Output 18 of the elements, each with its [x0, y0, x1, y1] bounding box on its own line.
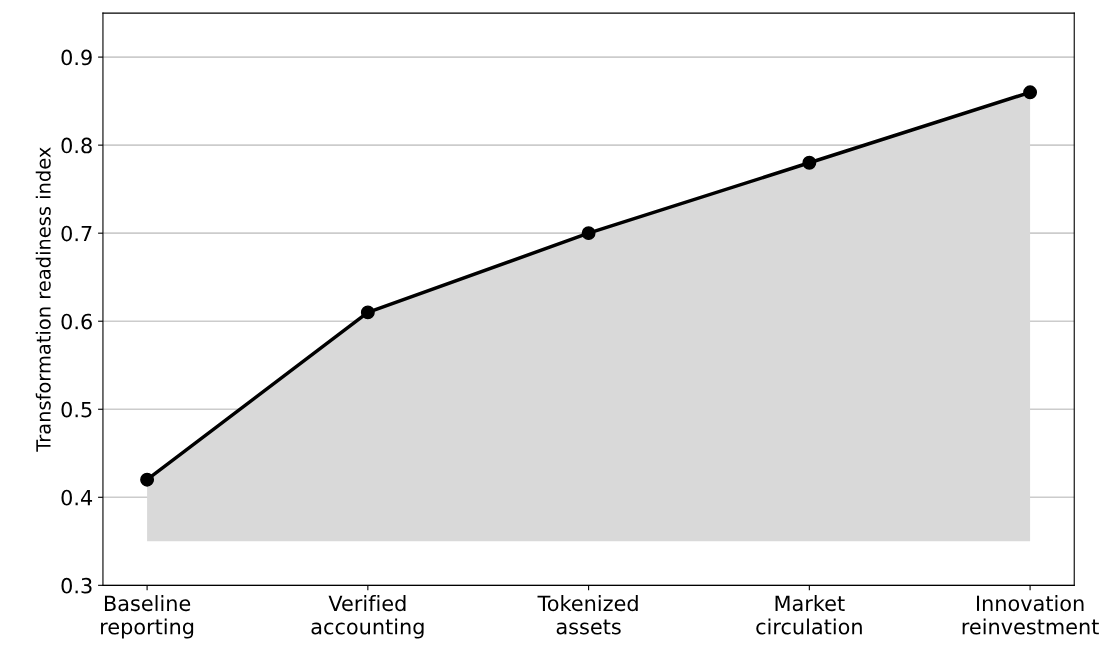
x-tick-label: Baseline reporting	[101, 595, 194, 639]
x-tick-label: Market circulation	[756, 595, 862, 635]
y-tick-label: 0.4	[61, 489, 93, 506]
point	[140, 472, 155, 487]
x-tick-label: Verified accounting	[311, 595, 424, 639]
y-tick-label: 0.9	[61, 49, 92, 66]
y-tick-label: 0.7	[61, 225, 92, 242]
y-tick-label: 0.3	[61, 577, 92, 594]
y-tick-label: 0.6	[61, 313, 92, 330]
point	[802, 155, 817, 170]
x-tick-label: Innovation reinvestment	[962, 595, 1099, 635]
point	[360, 305, 375, 320]
y-tick-label: 0.5	[61, 401, 92, 418]
point	[1023, 85, 1038, 100]
y-axis-title: Transformation readiness index	[35, 147, 51, 452]
point	[581, 226, 596, 241]
y-tick-label: 0.8	[61, 137, 92, 154]
x-tick-label: Tokenized assets	[537, 595, 638, 635]
